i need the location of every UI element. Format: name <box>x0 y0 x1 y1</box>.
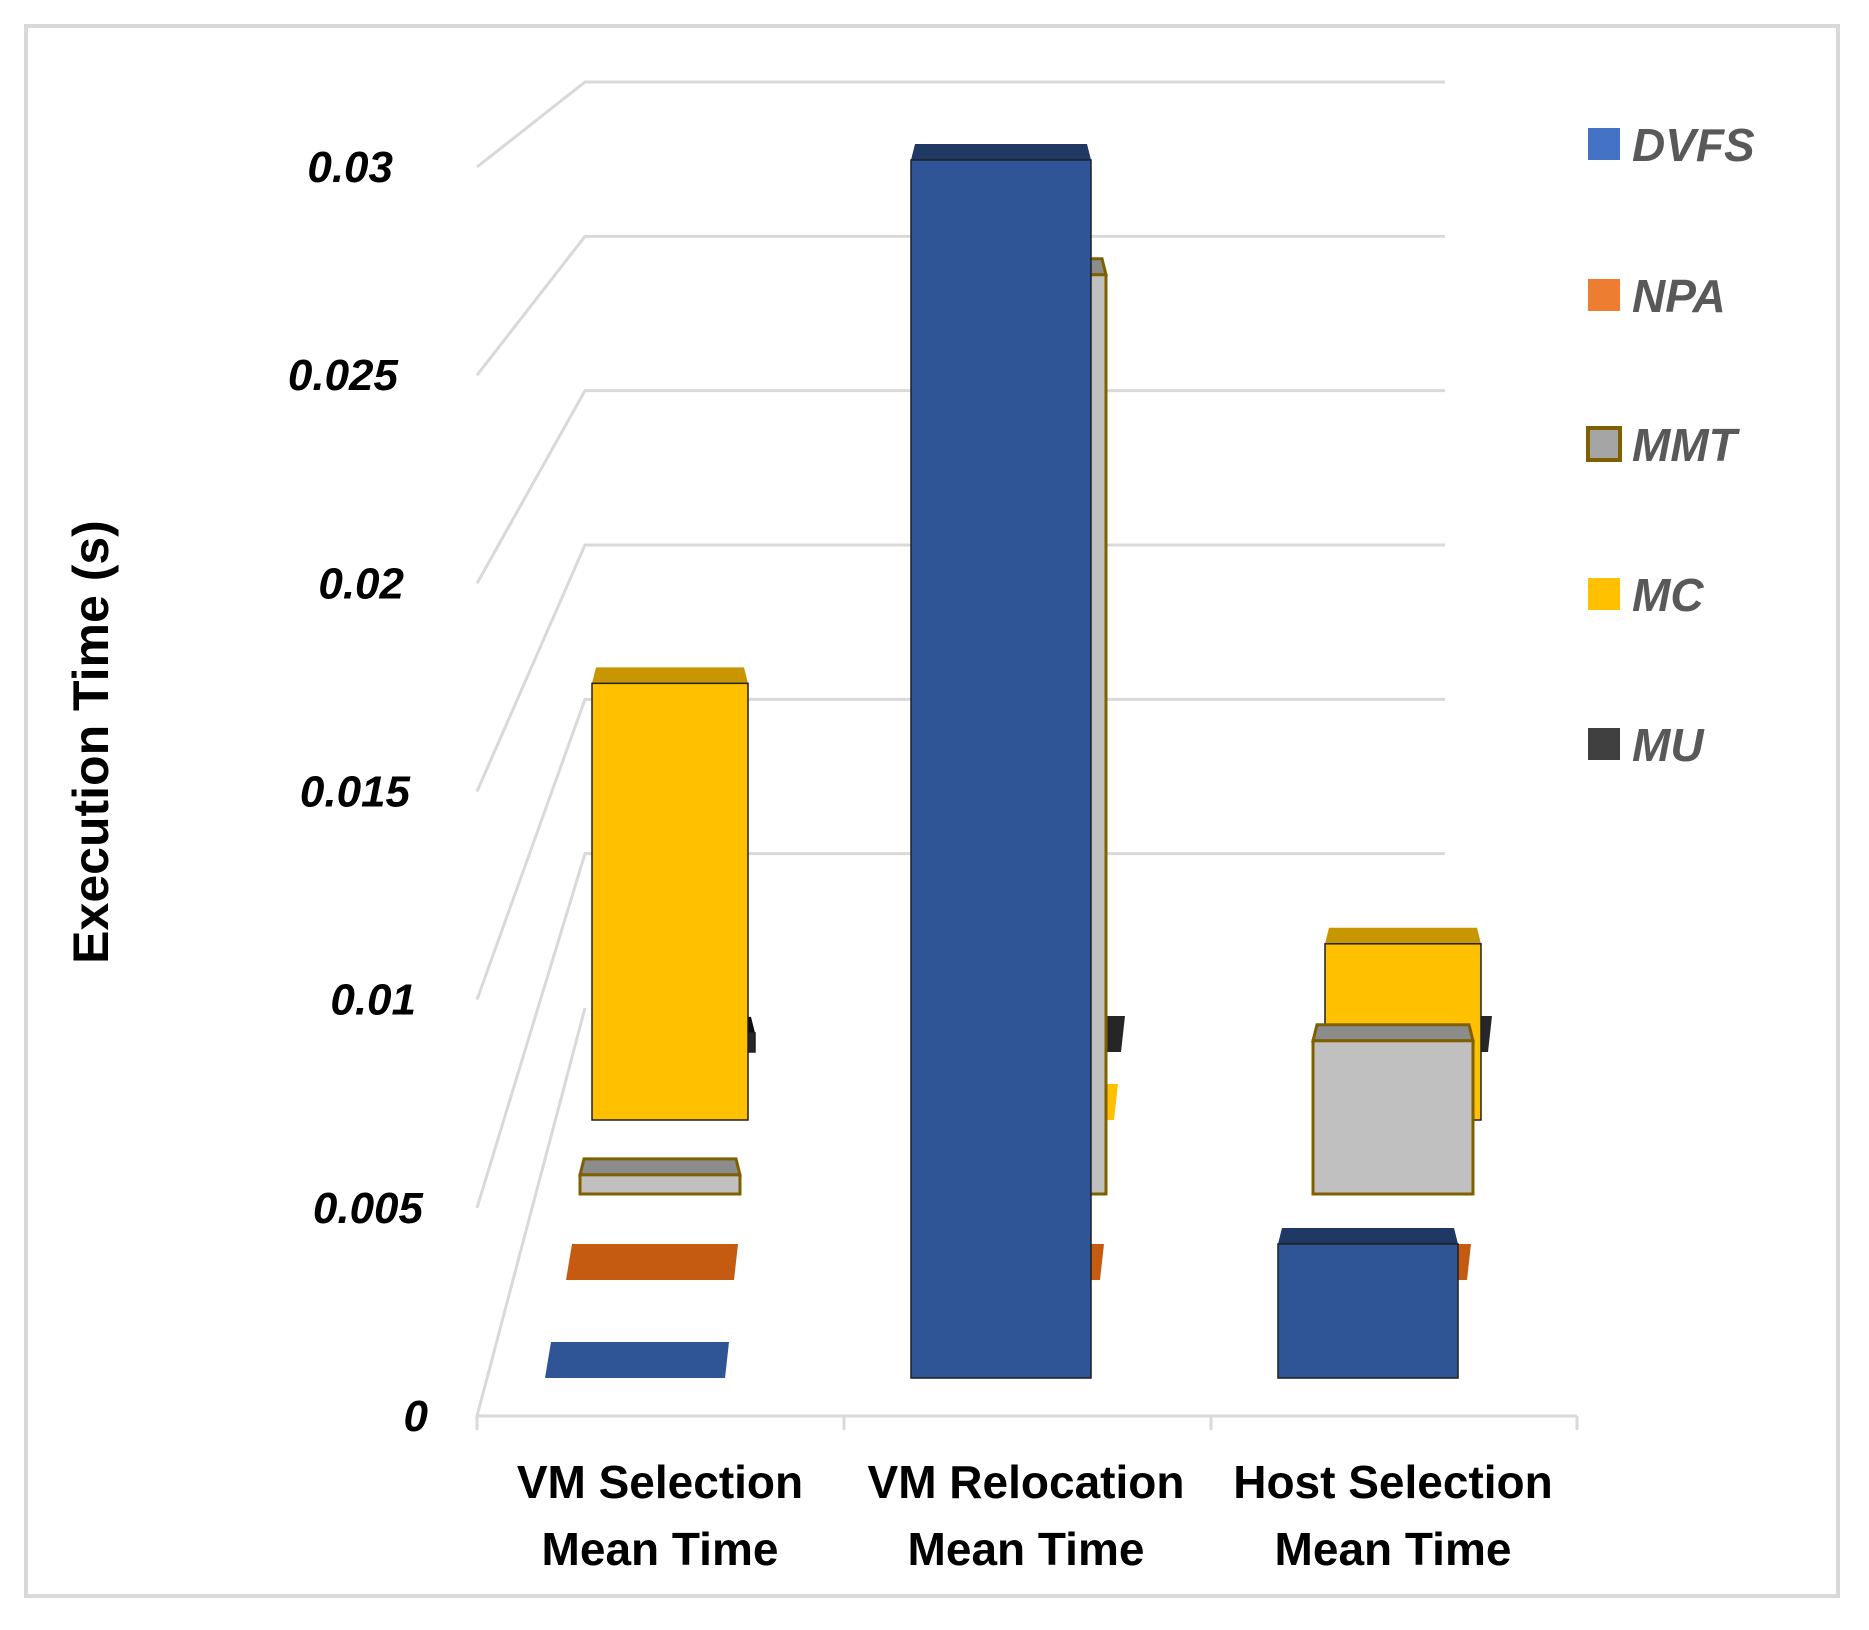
y-tick-label: 0.005 <box>313 1184 424 1233</box>
gridline <box>475 852 1445 1209</box>
y-axis-title: Execution Time (s) <box>63 520 119 964</box>
bar-top-face <box>1278 1227 1458 1244</box>
bar-dvfs <box>1277 1227 1459 1379</box>
legend-label: NPA <box>1632 270 1726 322</box>
category-label: Mean Time <box>542 1523 779 1575</box>
bar-dvfs <box>910 143 1092 1379</box>
bar-front-face <box>1311 1039 1475 1196</box>
bar-mmt <box>578 1157 742 1196</box>
y-tick-label: 0.02 <box>318 559 404 608</box>
bar-mmt <box>1311 1023 1475 1196</box>
chart-frame <box>24 24 1840 1598</box>
gridlines <box>475 80 1445 1209</box>
category-label: VM Selection <box>517 1456 803 1508</box>
y-tick-label: 0 <box>404 1392 429 1441</box>
y-tick-label: 0.025 <box>288 351 399 400</box>
legend-swatch <box>1588 578 1620 610</box>
bar-front-face <box>591 682 749 1121</box>
bar-top-face <box>592 667 748 684</box>
y-tick-label: 0.01 <box>330 976 416 1025</box>
legend-label: MU <box>1632 719 1705 771</box>
legend-item-npa: NPA <box>1588 270 1726 322</box>
gridline <box>475 389 1445 585</box>
x-axis-categories: VM Selection Mean Time VM Relocation Mean T… <box>517 1456 1553 1575</box>
bar-npa <box>566 1244 738 1280</box>
category-label: Mean Time <box>1275 1523 1512 1575</box>
bar-front-face <box>1277 1243 1459 1379</box>
category-label: VM Relocation <box>868 1456 1185 1508</box>
bar-floor-tile <box>566 1244 738 1280</box>
bar-top-face <box>1325 927 1481 944</box>
legend-swatch <box>1588 128 1620 160</box>
legend-item-mu: MU <box>1588 719 1705 771</box>
bar-top-face <box>1311 1023 1475 1043</box>
legend-label: DVFS <box>1632 119 1755 171</box>
category-label: Mean Time <box>908 1523 1145 1575</box>
legend-label: MC <box>1632 569 1704 621</box>
category-label: Host Selection <box>1233 1456 1553 1508</box>
gridline <box>475 543 1445 793</box>
gridline <box>475 234 1445 377</box>
legend-item-mc: MC <box>1588 569 1704 621</box>
legend-swatch <box>1588 728 1620 760</box>
bar-top-face <box>578 1157 742 1177</box>
bars <box>545 143 1492 1379</box>
bar-top-face <box>911 143 1091 160</box>
bar-floor-tile <box>545 1342 729 1378</box>
gridline <box>475 697 1445 1001</box>
legend-label: MMT <box>1632 419 1741 471</box>
legend-item-dvfs: DVFS <box>1588 119 1755 171</box>
y-axis-ticks: 0 0.005 0.01 0.015 0.02 0.025 0.03 <box>288 143 429 1441</box>
legend: DVFS NPA MMT MC MU <box>1586 119 1755 771</box>
floor-edge <box>475 1007 587 1417</box>
bar-dvfs <box>545 1342 729 1378</box>
legend-swatch <box>1586 426 1622 462</box>
legend-swatch <box>1588 279 1620 311</box>
y-tick-label: 0.03 <box>307 143 393 192</box>
bar-mc <box>591 667 749 1121</box>
gridline <box>476 80 1445 169</box>
bar-front-face <box>910 159 1092 1379</box>
bar-front-face <box>578 1173 742 1196</box>
y-tick-label: 0.015 <box>300 768 411 817</box>
x-axis <box>475 1007 1579 1430</box>
legend-item-mmt: MMT <box>1586 419 1741 471</box>
